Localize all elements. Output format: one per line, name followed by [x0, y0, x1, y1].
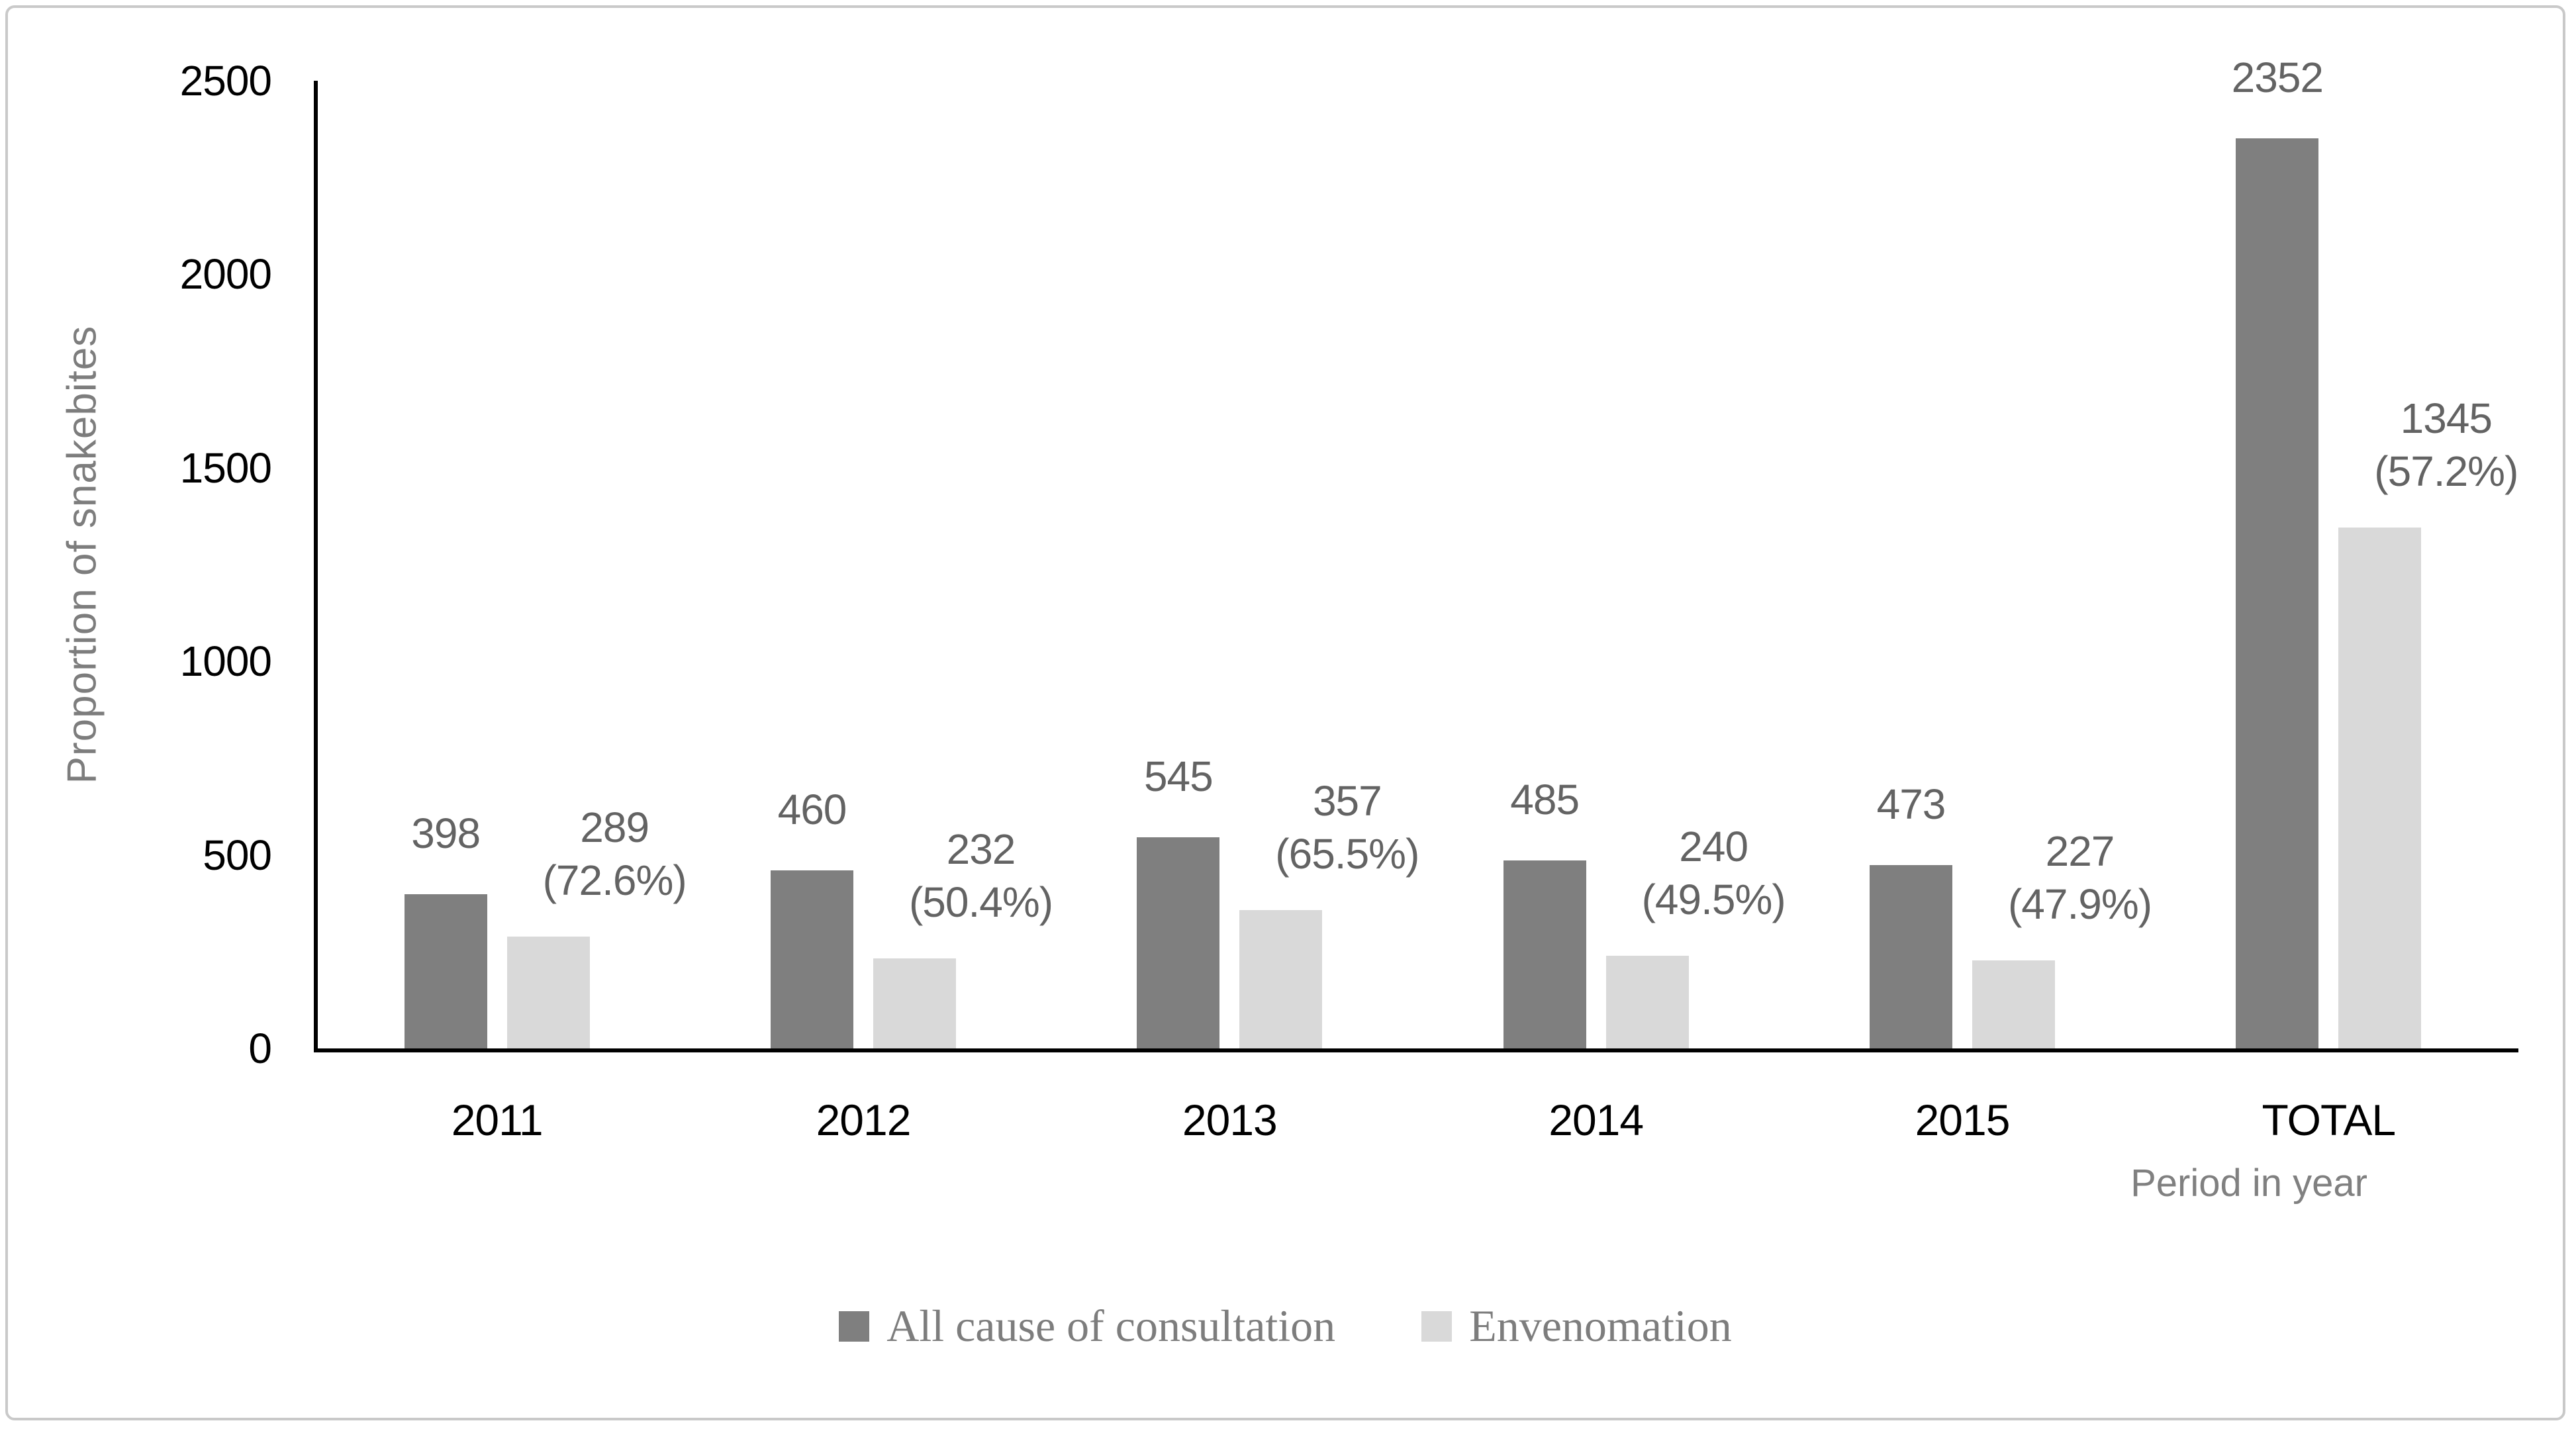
bar-value-percent: (57.2%): [2374, 447, 2518, 496]
bar-value-percent: (49.5%): [1641, 875, 1786, 923]
bar-all-cause-2014: [1503, 860, 1586, 1048]
chart-figure: Proportion of snakebites 0 500 1000 1500 200…: [5, 5, 2565, 1420]
bar-value-label: 460: [777, 785, 847, 833]
bar-value-percent: (72.6%): [542, 856, 687, 904]
bar-envenomation-2012: [873, 958, 956, 1048]
x-tick-label: 2015: [1915, 1095, 2011, 1144]
bar-value-label: 398: [411, 809, 481, 858]
bar-value-label: 227 (47.9%): [1915, 825, 2246, 931]
y-tick-label: 0: [248, 1025, 272, 1072]
bar-all-cause-2011: [404, 894, 487, 1048]
bar-all-cause-TOTAL: [2236, 138, 2319, 1048]
bar-value-label: 485: [1510, 776, 1580, 824]
bar-value-count: 1345: [2400, 394, 2493, 443]
x-axis-title: Period in year: [2130, 1162, 2367, 1205]
bar-value-count: 289: [580, 803, 649, 851]
legend-item-all-cause: All cause of consultation: [839, 1300, 1335, 1352]
bar-value-label: 289 (72.6%): [449, 801, 780, 907]
bar-envenomation-TOTAL: [2338, 528, 2422, 1048]
y-axis-line: [314, 81, 318, 1052]
bar-value-label: 240 (49.5%): [1548, 820, 1879, 926]
bar-value-label: 357 (65.5%): [1182, 774, 1513, 880]
bar-value-percent: (50.4%): [908, 878, 1053, 927]
legend-label-envenomation: Envenomation: [1469, 1301, 1732, 1351]
bar-value-label: 1345 (57.2%): [2281, 392, 2563, 498]
plot-area: 398 289 (72.6%) 460 232 (50.4%) 545 357 (65.5%) 4…: [314, 54, 2518, 1048]
bar-value-count: 357: [1312, 777, 1382, 825]
x-tick-label: 2011: [451, 1095, 544, 1144]
bar-value-label: 2352: [2231, 53, 2324, 101]
bar-value-count: 240: [1679, 822, 1748, 870]
bar-value-percent: (65.5%): [1275, 830, 1419, 878]
bar-envenomation-2013: [1239, 910, 1323, 1048]
legend-label-all-cause: All cause of consultation: [886, 1301, 1336, 1351]
bar-value-count: 227: [2045, 827, 2115, 876]
bar-envenomation-2014: [1605, 955, 1689, 1048]
x-axis-line: [314, 1048, 2518, 1052]
bar-all-cause-2013: [1137, 837, 1220, 1048]
x-tick-label: 2012: [816, 1095, 912, 1144]
bar-envenomation-2011: [506, 937, 590, 1048]
y-tick-label: 500: [203, 831, 272, 879]
bar-value-label: 473: [1876, 780, 1946, 829]
bar-value-count: 232: [946, 825, 1016, 874]
y-tick-label: 2000: [179, 250, 272, 299]
legend-swatch-all-cause-icon: [839, 1311, 870, 1342]
bar-all-cause-2015: [1870, 865, 1952, 1048]
x-tick-label: TOTAL: [2262, 1095, 2397, 1144]
x-tick-label: 2013: [1182, 1095, 1278, 1144]
bar-value-label: 545: [1143, 753, 1214, 801]
y-tick-label: 1000: [179, 637, 272, 686]
y-axis-title: Proportion of snakebites: [59, 325, 105, 784]
legend: All cause of consultation Envenomation: [8, 1300, 2563, 1352]
legend-swatch-envenomation-icon: [1421, 1311, 1453, 1342]
bar-all-cause-2012: [771, 870, 853, 1048]
y-tick-label: 2500: [179, 57, 272, 105]
bar-value-percent: (47.9%): [2007, 880, 2152, 929]
y-tick-label: 1500: [179, 443, 272, 492]
bar-value-label: 232 (50.4%): [816, 823, 1147, 929]
x-tick-label: 2014: [1549, 1095, 1644, 1144]
legend-item-envenomation: Envenomation: [1421, 1300, 1732, 1352]
bar-envenomation-2015: [1972, 960, 2055, 1048]
